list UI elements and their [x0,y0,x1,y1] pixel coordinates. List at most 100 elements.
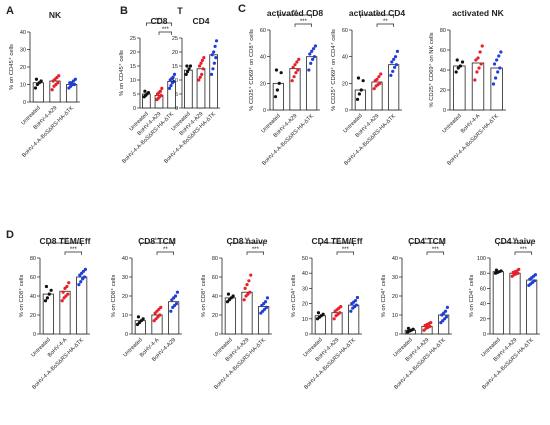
significance-label: *** [155,18,163,24]
significance-label: *** [333,238,341,244]
data-point [292,75,296,79]
y-tick-label: 50 [302,256,308,262]
significance-label: * [376,10,379,16]
y-tick-label: 10 [20,83,26,89]
data-point [394,63,399,67]
y-tick-label: 0 [133,106,136,112]
y-tick-label: 25 [172,36,178,42]
data-point [294,71,298,75]
data-point [443,309,448,313]
data-point [428,324,432,328]
bar [76,276,88,335]
y-tick-label: 10 [122,313,128,319]
y-tick-label: 40 [342,55,348,61]
data-point [66,292,70,296]
y-tick-label: 30 [392,275,398,281]
data-point [158,89,163,93]
significance-label: *** [342,247,350,253]
bar [224,297,236,335]
y-tick-label: 0 [305,332,308,338]
data-point [312,55,317,59]
data-point [83,267,88,271]
y-axis-label: % on CD45⁺ cells [118,50,125,96]
data-point [378,81,382,85]
data-point [499,50,503,54]
y-tick-label: 20 [392,294,398,300]
significance-label: *** [61,238,69,244]
data-point [57,74,61,78]
significance-bracket [156,251,175,255]
y-tick-label: 80 [30,256,36,262]
significance-bracket [409,242,445,246]
y-axis-label: % on CD4⁺ cells [468,275,475,318]
chart-title: CD4 TCM [408,236,446,246]
y-tick-label: 30 [122,275,128,281]
significance-bracket [376,23,395,27]
chart-title: CD8 TEM/Eff [40,236,91,246]
significance-bracket [64,251,83,255]
data-point [354,303,359,307]
data-point [393,65,397,69]
data-point [499,269,503,273]
data-point [517,267,521,271]
y-tick-label: 20 [20,65,26,71]
bar [168,301,180,335]
bar [331,312,343,335]
y-tick-label: 60 [212,275,218,281]
data-point [212,50,216,54]
significance-bracket [158,31,173,35]
data-point [277,81,281,85]
data-point [136,315,141,319]
data-point [406,326,411,330]
data-point [494,76,498,80]
data-point [355,295,360,300]
y-tick-label: 0 [23,100,26,106]
y-tick-label: 40 [20,30,26,36]
chart-title: CD8 naive [226,236,267,246]
data-point [197,78,201,82]
data-point [309,61,313,65]
data-point [496,70,500,74]
data-point [355,97,360,101]
data-point [473,78,477,82]
y-axis-label: % on CD8⁺ cells [200,275,207,318]
chart-title: CD8 TCM [138,236,176,246]
data-point [82,275,87,279]
chart-title: CD4 TEM/Eff [312,236,363,246]
significance-label: *** [70,247,78,253]
data-point [455,58,459,62]
data-point [491,82,496,86]
y-tick-label: 60 [30,275,36,281]
data-point [173,294,178,298]
data-point [353,298,358,303]
bar [526,279,538,335]
data-point [65,284,69,289]
data-point [34,77,39,81]
y-tick-label: 0 [263,108,266,114]
data-point [200,72,204,76]
data-point [475,70,479,74]
data-point [141,317,145,321]
data-point [212,61,216,65]
significance-bracket [277,14,313,18]
significance-label: *** [252,247,260,253]
data-point [245,283,249,287]
panel-letter: D [6,229,14,241]
data-point [460,60,465,64]
significance-label: ** [383,19,388,25]
y-axis-label: % CD25⁺ CD69⁺ on CD8⁺ cells [248,29,255,111]
data-point [200,58,205,63]
y-tick-label: 80 [212,256,218,262]
data-point [332,317,336,321]
bar [49,80,61,103]
y-tick-label: 40 [30,294,36,300]
data-point [249,273,253,277]
data-point [392,57,396,61]
significance-bracket [294,23,313,27]
y-axis-label: % on CD8⁺ cells [18,275,25,318]
bar [492,271,504,335]
y-tick-label: 0 [215,332,218,338]
